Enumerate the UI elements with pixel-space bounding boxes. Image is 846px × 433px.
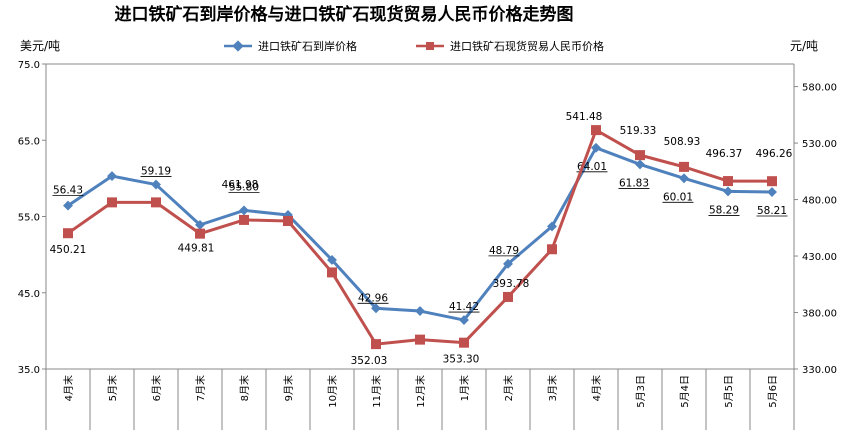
data-point-diamond	[547, 221, 557, 232]
data-label: 59.19	[141, 166, 171, 178]
left-tick-label: 75.0	[18, 60, 40, 71]
data-label: 56.43	[53, 185, 83, 197]
data-label: 55.80	[229, 181, 259, 193]
category-label: 7月末	[194, 375, 207, 401]
data-point-square	[107, 197, 117, 208]
left-tick-label: 45.0	[18, 289, 40, 300]
data-point-square	[679, 161, 689, 172]
right-tick-label: 380.00	[802, 309, 837, 320]
category-label: 10月末	[326, 375, 339, 408]
data-point-diamond	[679, 173, 689, 184]
right-axis-unit: 元/吨	[790, 39, 818, 53]
data-point-diamond	[503, 258, 513, 269]
category-label: 5月5日	[723, 375, 735, 408]
data-label: 58.29	[709, 204, 739, 216]
data-point-square	[635, 150, 645, 161]
data-point-diamond	[107, 171, 117, 182]
left-tick-label: 35.0	[18, 365, 40, 376]
data-point-square	[415, 334, 425, 345]
category-label: 4月末	[62, 375, 75, 401]
data-label: 393.78	[493, 278, 530, 290]
data-point-square	[547, 244, 557, 255]
data-point-diamond	[723, 186, 733, 197]
category-label: 3月末	[546, 375, 559, 401]
right-tick-label: 580.00	[802, 83, 837, 94]
data-point-square	[63, 228, 73, 239]
right-tick-label: 480.00	[802, 196, 837, 207]
data-point-square	[591, 125, 601, 136]
data-point-diamond	[767, 187, 777, 197]
category-label: 5月6日	[767, 375, 779, 408]
left-tick-label: 65.0	[18, 136, 40, 147]
data-point-diamond	[327, 255, 337, 265]
category-label: 4月末	[590, 375, 603, 401]
data-point-diamond	[371, 303, 381, 314]
data-label: 60.01	[663, 191, 693, 203]
data-point-square	[459, 337, 469, 348]
data-label: 42.96	[358, 292, 388, 304]
plot-area: 35.0 45.0 55.0 65.0 75.0 330.00 380.00 430.00 48…	[18, 60, 837, 430]
data-label: 41.42	[449, 301, 479, 313]
right-tick-label: 430.00	[802, 252, 837, 263]
legend: 进口铁矿石到岸价格 进口铁矿石现货贸易人民币价格	[224, 39, 604, 53]
data-point-square	[767, 176, 777, 187]
category-label: 5月末	[106, 375, 119, 401]
data-point-diamond	[415, 306, 425, 316]
data-label: 48.79	[489, 245, 519, 257]
category-label: 1月末	[458, 375, 471, 401]
legend-item-cif-price: 进口铁矿石到岸价格	[224, 39, 357, 53]
legend-label-cif-price: 进口铁矿石到岸价格	[258, 39, 357, 53]
data-label: 508.93	[664, 136, 701, 148]
data-point-diamond	[459, 315, 469, 325]
data-label: 58.21	[757, 205, 787, 217]
data-label: 449.81	[178, 243, 215, 255]
left-axis-unit: 美元/吨	[20, 39, 60, 53]
category-label: 9月末	[282, 375, 295, 401]
data-point-square	[283, 216, 293, 227]
legend-marker-diamond	[232, 40, 244, 52]
data-point-square	[503, 291, 513, 302]
data-point-square	[239, 214, 249, 225]
category-label: 2月末	[502, 375, 515, 401]
legend-marker-square	[426, 42, 434, 50]
data-point-square	[195, 228, 205, 239]
data-label: 496.37	[706, 148, 743, 160]
category-label: 6月末	[150, 375, 163, 401]
right-tick-label: 330.00	[802, 365, 837, 376]
left-tick-label: 55.0	[18, 213, 40, 224]
chart-title: 进口铁矿石到岸价格与进口铁矿石现货贸易人民币价格走势图	[115, 4, 574, 25]
right-tick-label: 530.00	[802, 139, 837, 150]
category-label: 8月末	[238, 375, 251, 401]
legend-label-rmb-price: 进口铁矿石现货贸易人民币价格	[450, 39, 604, 53]
legend-item-rmb-price: 进口铁矿石现货贸易人民币价格	[416, 39, 604, 53]
data-label: 352.03	[351, 355, 388, 367]
data-label: 61.83	[619, 177, 649, 189]
data-point-square	[151, 197, 161, 208]
category-label: 12月末	[414, 375, 427, 408]
category-label: 5月3日	[635, 375, 647, 408]
data-label: 519.33	[620, 125, 657, 137]
data-point-diamond	[591, 142, 601, 153]
data-label: 353.30	[443, 354, 480, 366]
data-point-diamond	[239, 205, 249, 216]
data-label: 450.21	[50, 244, 87, 256]
data-point-diamond	[635, 159, 645, 170]
data-point-diamond	[151, 179, 161, 190]
data-point-square	[327, 267, 337, 278]
category-label: 5月4日	[679, 375, 691, 408]
data-label: 496.26	[756, 148, 793, 160]
category-label: 11月末	[370, 375, 383, 408]
data-point-diamond	[195, 219, 205, 230]
data-label: 541.48	[566, 111, 603, 123]
data-label: 461.98	[222, 179, 259, 191]
series-line-0	[67, 146, 773, 322]
data-point-square	[723, 176, 733, 187]
data-point-square	[371, 339, 381, 350]
data-point-diamond	[63, 200, 73, 211]
